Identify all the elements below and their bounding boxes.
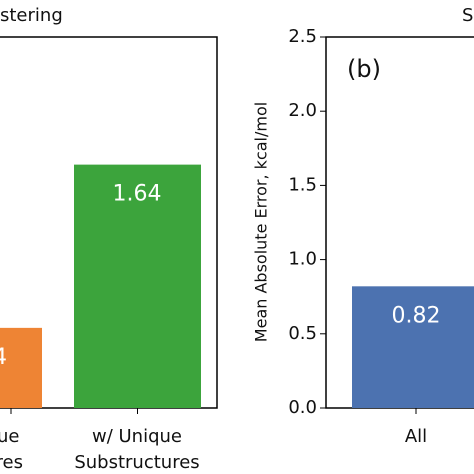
y-tick-label: 0.5 [288, 323, 317, 344]
bar [352, 286, 474, 408]
y-tick-label: 1.5 [288, 174, 317, 195]
y-tick-label: 2.5 [288, 26, 317, 47]
value-label: 0.82 [392, 303, 441, 328]
y-axis-label: Mean Absolute Error, kcal/mol [252, 102, 271, 342]
x-tick-label: Substructures [74, 452, 199, 473]
y-tick-label: 0.0 [288, 397, 317, 418]
chart-title: S [462, 5, 473, 26]
chart-title: stering [0, 5, 63, 26]
panel-label: (b) [347, 55, 381, 83]
bar [0, 327, 42, 408]
y-tick-label: 1.0 [288, 249, 317, 270]
x-tick-label: tures [0, 452, 23, 473]
value-label: 1.64 [113, 182, 162, 207]
y-tick-label: 2.0 [288, 100, 317, 121]
x-tick-label: All [405, 426, 427, 447]
value-label: 4 [0, 345, 7, 370]
x-tick-label: ique [0, 426, 19, 447]
x-tick-label: w/ Unique [92, 426, 182, 447]
bar [74, 164, 201, 408]
